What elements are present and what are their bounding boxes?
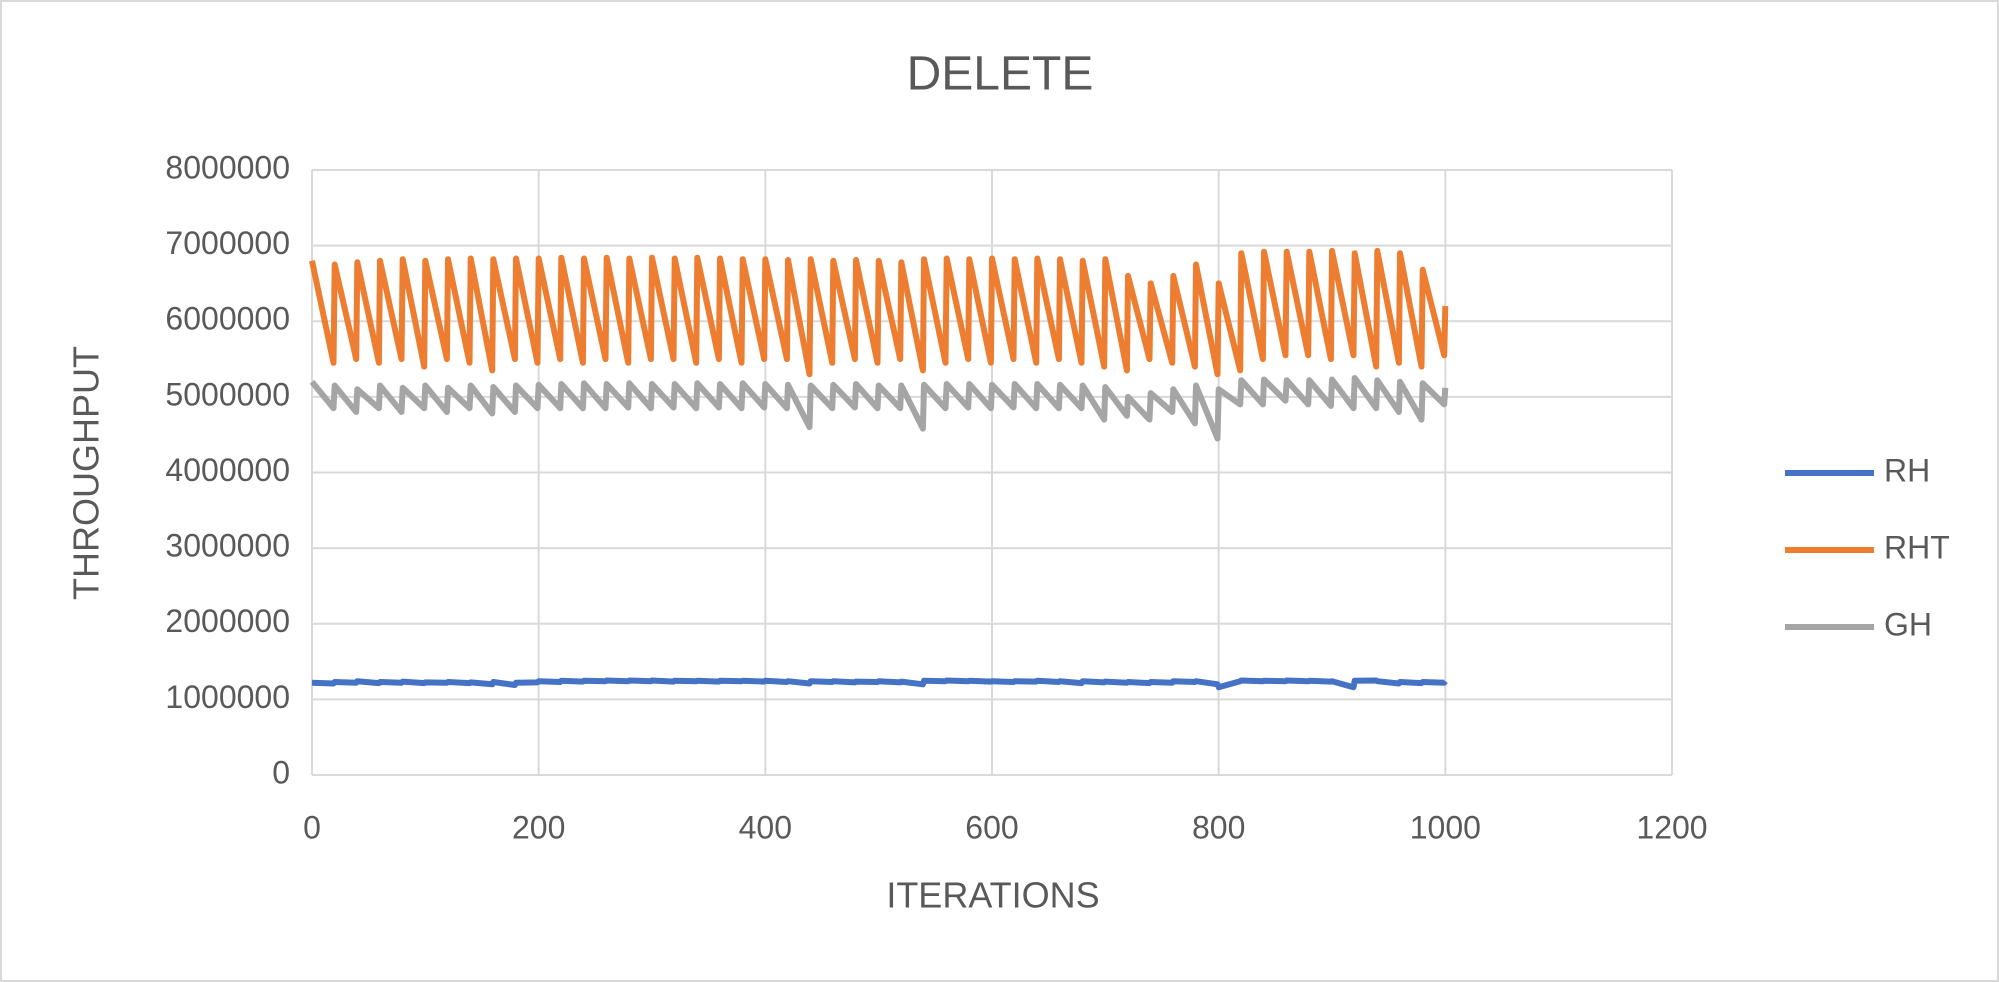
legend-label: RHT <box>1884 529 1950 565</box>
y-tick-label: 2000000 <box>165 603 290 639</box>
y-tick-label: 8000000 <box>165 149 290 185</box>
legend-label: RH <box>1884 452 1930 488</box>
y-tick-label: 4000000 <box>165 452 290 488</box>
x-tick-label: 400 <box>739 809 792 845</box>
line-series <box>309 375 1449 442</box>
x-tick-label: 800 <box>1192 809 1245 845</box>
y-tick-label: 7000000 <box>165 225 290 261</box>
x-tick-label: 0 <box>303 809 321 845</box>
x-tick-label: 1000 <box>1410 809 1481 845</box>
y-tick-label: 6000000 <box>165 301 290 337</box>
line-series <box>309 247 1449 378</box>
y-tick-label: 5000000 <box>165 376 290 412</box>
y-tick-label: 3000000 <box>165 528 290 564</box>
x-tick-label: 1200 <box>1636 809 1707 845</box>
line-series <box>311 677 1448 691</box>
legend-label: GH <box>1884 606 1932 642</box>
y-tick-label: 0 <box>272 754 290 790</box>
y-tick-label: 1000000 <box>165 679 290 715</box>
x-axis-label: ITERATIONS <box>886 875 1099 916</box>
x-tick-label: 600 <box>965 809 1018 845</box>
y-axis-label: THROUGHPUT <box>66 346 107 600</box>
chart-title: DELETE <box>907 48 1094 101</box>
x-tick-label: 200 <box>512 809 565 845</box>
